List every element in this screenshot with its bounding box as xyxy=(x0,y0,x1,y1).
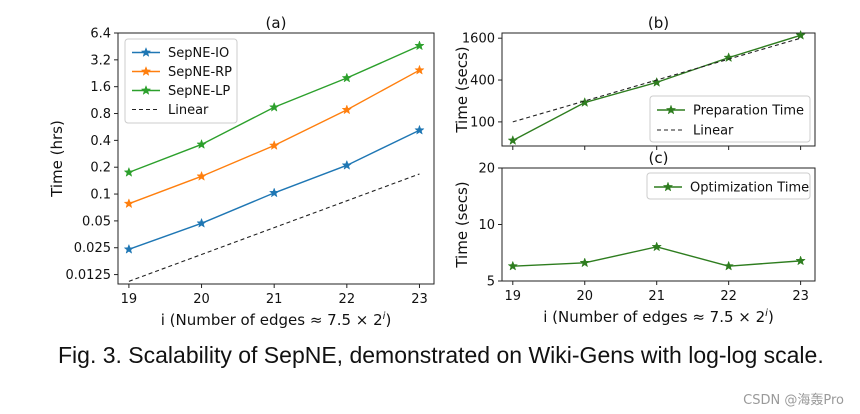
data-point-optimization-time xyxy=(795,255,806,266)
x-axis-label: i (Number of edges ≈ 7.5 × 2i) xyxy=(543,308,774,326)
x-tick-label: 23 xyxy=(792,289,809,304)
data-point-preparation-time xyxy=(507,134,519,145)
x-axis-label-prefix: i (Number of edges xyxy=(543,308,692,326)
data-point-sepne-lp xyxy=(268,101,280,112)
legend-box xyxy=(124,38,238,124)
data-point-sepne-rp xyxy=(414,64,425,75)
x-tick-label: 22 xyxy=(339,292,356,307)
data-point-sepne-lp xyxy=(196,138,207,149)
legend-label: SepNE-LP xyxy=(168,84,230,99)
data-point-preparation-time xyxy=(723,52,734,63)
series-line-linear xyxy=(512,37,801,123)
data-point-sepne-lp xyxy=(123,166,135,177)
legend-box xyxy=(646,172,811,200)
series-line-linear xyxy=(128,173,420,282)
x-axis-label-prefix: i (Number of edges xyxy=(161,311,310,329)
legend-swatch-marker xyxy=(140,46,152,57)
data-point-preparation-time xyxy=(579,96,590,107)
legend-box xyxy=(649,95,811,143)
x-axis-label-approx: ≈ 7.5 × 2 xyxy=(692,308,765,326)
plot-area-frame xyxy=(501,32,816,147)
data-point-preparation-time xyxy=(651,76,662,87)
legend-swatch-marker xyxy=(665,104,677,115)
legend-swatch-marker xyxy=(662,181,674,192)
x-axis-label-approx: ≈ 7.5 × 2 xyxy=(310,311,383,329)
legend-label: SepNE-RP xyxy=(168,65,232,80)
data-point-sepne-lp xyxy=(341,72,353,83)
panel-title: (a) xyxy=(266,14,287,32)
x-axis-label-close: ) xyxy=(768,308,774,326)
data-point-sepne-io xyxy=(196,217,207,228)
y-axis-label: Time (secs) xyxy=(453,46,471,133)
legend-label: Linear xyxy=(168,103,209,118)
y-tick-label: 6.4 xyxy=(90,27,111,42)
data-point-sepne-rp xyxy=(268,140,280,151)
data-point-optimization-time xyxy=(579,257,590,268)
y-tick-label: 400 xyxy=(470,74,495,89)
y-tick-label: 0.4 xyxy=(90,134,111,149)
y-axis-label: Time (hrs) xyxy=(48,120,66,198)
figure-caption: Fig. 3. Scalability of SepNE, demonstrat… xyxy=(58,342,824,368)
legend-label: Linear xyxy=(693,124,734,139)
y-tick-label: 0.025 xyxy=(74,241,111,256)
legend-swatch-marker xyxy=(140,65,152,76)
x-axis-label-sup: i xyxy=(765,308,768,319)
x-tick-label: 19 xyxy=(121,292,138,307)
data-point-sepne-rp xyxy=(123,198,135,209)
y-tick-label: 0.05 xyxy=(82,214,111,229)
data-point-sepne-io xyxy=(268,187,280,198)
watermark: CSDN @海轰Pro xyxy=(743,393,844,408)
y-tick-label: 1.6 xyxy=(90,80,111,95)
legend-label: Optimization Time xyxy=(690,181,809,196)
plot-area-frame xyxy=(117,32,435,285)
data-point-optimization-time xyxy=(507,260,519,271)
y-tick-label: 100 xyxy=(470,115,495,130)
chart-panel-a: (a) 19 20 21 22 23 0.0125 0.025 0.05 0.1 0.2 0.4 0.8… xyxy=(48,14,435,329)
data-point-sepne-io xyxy=(123,243,135,254)
x-tick-label: 22 xyxy=(720,289,737,304)
y-tick-label: 0.1 xyxy=(90,188,111,203)
x-axis-label-sup: i xyxy=(383,311,386,322)
y-tick-label: 1600 xyxy=(462,32,495,47)
y-tick-label: 10 xyxy=(478,218,495,233)
panel-title: (b) xyxy=(648,14,669,32)
data-point-sepne-rp xyxy=(196,170,207,181)
figure: (a) 19 20 21 22 23 0.0125 0.025 0.05 0.1 0.2 0.4 0.8… xyxy=(48,14,816,329)
series-line-optimization-time xyxy=(512,246,801,267)
x-tick-label: 20 xyxy=(193,292,210,307)
x-tick-label: 20 xyxy=(576,289,593,304)
data-point-preparation-time xyxy=(795,29,806,40)
y-tick-label: 20 xyxy=(478,162,495,177)
x-tick-label: 21 xyxy=(266,292,283,307)
data-point-optimization-time xyxy=(723,260,734,271)
y-tick-label: 3.2 xyxy=(90,53,111,68)
data-point-sepne-io xyxy=(341,159,353,170)
data-point-optimization-time xyxy=(651,241,662,252)
panel-title: (c) xyxy=(649,149,669,167)
y-tick-label: 0.2 xyxy=(90,161,111,176)
legend-label: Preparation Time xyxy=(693,104,804,119)
data-point-sepne-io xyxy=(414,124,425,135)
x-axis-label-close: ) xyxy=(385,311,391,329)
x-tick-label: 21 xyxy=(648,289,665,304)
chart-panel-c: (c) 19 20 21 22 23 5 10 20 Time (secs) i (Number o… xyxy=(453,149,816,326)
legend-swatch-marker xyxy=(140,84,152,95)
data-point-sepne-lp xyxy=(414,40,425,51)
y-axis-label: Time (secs) xyxy=(453,181,471,268)
x-tick-label: 23 xyxy=(411,292,428,307)
legend-label: SepNE-IO xyxy=(168,46,229,61)
y-tick-label: 0.8 xyxy=(90,107,111,122)
data-point-sepne-rp xyxy=(341,104,353,115)
y-tick-label: 0.0125 xyxy=(66,268,112,283)
x-tick-label: 19 xyxy=(505,289,522,304)
y-tick-label: 5 xyxy=(487,275,495,290)
x-axis-label: i (Number of edges ≈ 7.5 × 2i) xyxy=(161,311,392,329)
